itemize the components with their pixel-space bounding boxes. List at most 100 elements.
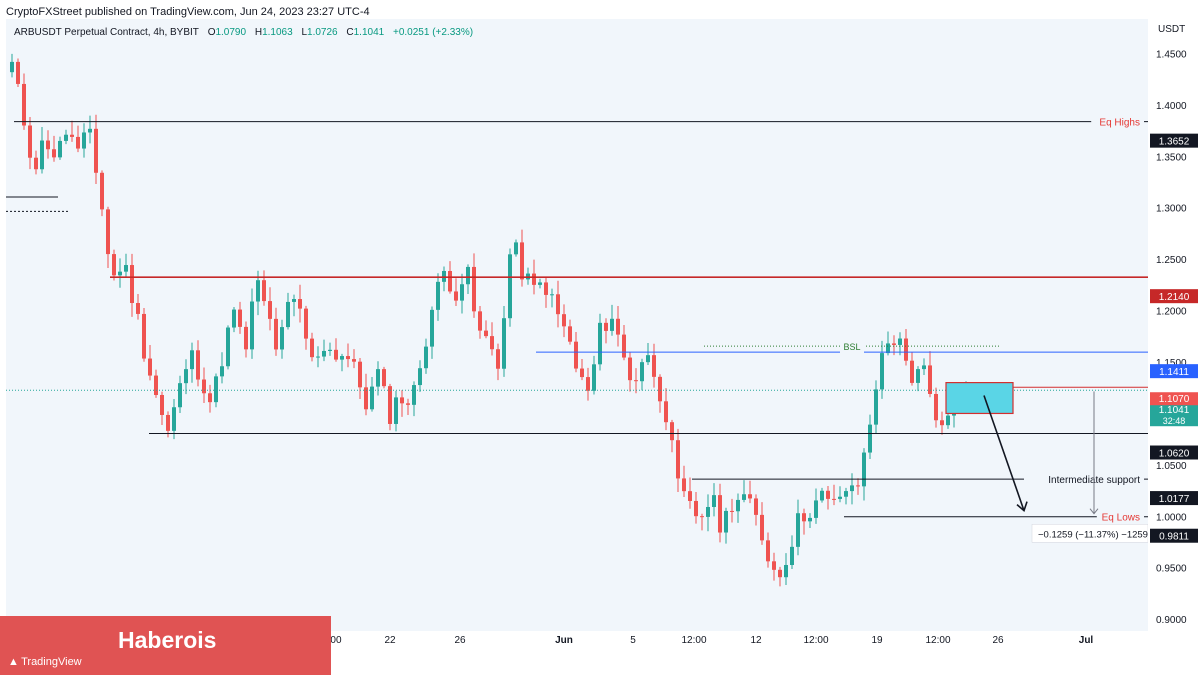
candle-body [208,393,212,403]
measure-label: −0.1259 (−11.37%) −1259 [1038,529,1148,540]
candle-body [88,128,92,133]
candle-body [184,369,188,384]
candle-body [376,369,380,387]
candle-body [556,294,560,315]
countdown-text: 32:48 [1163,416,1186,426]
candle-body [916,369,920,383]
candle-body [100,172,104,210]
level-label-bg [1091,114,1144,129]
candle-body [574,341,578,369]
candle-body [448,270,452,292]
candle-body [298,299,302,309]
candle-body [274,318,278,350]
candle-body [106,209,110,255]
level-label: Eq Highs [1099,118,1140,129]
candle-body [946,415,950,426]
candle-body [436,281,440,310]
candle-body [664,401,668,423]
price-level-badge-text: 1.3652 [1159,137,1190,148]
watermark-banner [0,616,331,675]
candle-body [388,386,392,424]
candle-body [598,322,602,365]
time-tick-label: 12:00 [803,635,828,646]
candle-body [904,338,908,361]
candle-body [688,491,692,501]
candle-body [244,326,248,350]
measure-label-box [1031,524,1148,543]
high-value: 1.1063 [262,27,293,38]
price-level-badge [1150,491,1198,506]
candle-body [472,266,476,312]
candle-body [796,513,800,547]
candle-body [628,357,632,381]
candle-body [394,397,398,424]
candle-body [202,379,206,394]
candle-body [592,364,596,391]
projection-arrow-line [983,395,1025,511]
candle-body [304,308,308,339]
candle-body [544,282,548,295]
candle-body [712,495,716,507]
candle-body [346,356,350,360]
candle-body [124,265,128,272]
candle-body [742,494,746,500]
price-axis[interactable]: 0.90000.95001.00001.05001.10001.15001.20… [1148,19,1200,649]
candle-body [508,254,512,319]
candle-body [382,369,386,387]
time-tick-label: 12 [750,635,762,646]
candle-body [940,420,944,426]
price-level-badge [1150,289,1198,304]
candle-body [154,375,158,395]
time-tick-label: 26 [992,635,1004,646]
candle-body [496,349,500,369]
candle-body [706,506,710,517]
candle-body [892,343,896,345]
current-price-badge [1150,402,1198,427]
candle-body [910,360,914,383]
price-level-badge [1150,445,1198,460]
candles-group [10,53,968,587]
candle-body [280,327,284,350]
candle-body [652,355,656,377]
candle-body [58,140,62,158]
candle-body [790,546,794,565]
candle-body [454,291,458,301]
candle-body [856,485,860,487]
time-tick-label: 22 [384,635,396,646]
candle-body [424,346,428,369]
candle-body [844,491,848,497]
low-value: 1.0726 [307,27,338,38]
price-tick-label: 0.9000 [1156,615,1187,626]
candle-body [490,336,494,350]
candle-body [352,359,356,362]
candle-body [196,350,200,380]
candle-body [724,510,728,533]
candle-body [460,284,464,301]
price-level-badge-text: 0.9811 [1159,532,1189,543]
candle-body [868,424,872,453]
level-label-bg [1024,472,1144,487]
candle-body [142,313,146,359]
candle-body [622,334,626,358]
chart-plot-area[interactable]: Eq Highs Intermediate support Eq Lows BSL −0… [6,19,1148,631]
candle-body [658,376,662,402]
candle-body [634,380,638,382]
low-label: L [301,27,308,38]
candle-body [928,365,932,394]
price-tick-label: 1.0500 [1156,461,1187,472]
price-tick-label: 1.3500 [1156,152,1187,163]
candle-body [466,266,470,285]
candle-body [136,303,140,314]
candle-body [178,383,182,408]
candle-body [922,365,926,370]
price-tick-label: 1.3000 [1156,204,1187,215]
candle-body [214,376,218,403]
candle-body [802,513,806,522]
bsl-label-bg [840,339,864,354]
candle-body [694,500,698,517]
change-value: +0.0251 (+2.33%) [393,27,474,38]
candle-body [754,498,758,515]
candle-body [22,83,26,126]
candle-body [172,407,176,431]
